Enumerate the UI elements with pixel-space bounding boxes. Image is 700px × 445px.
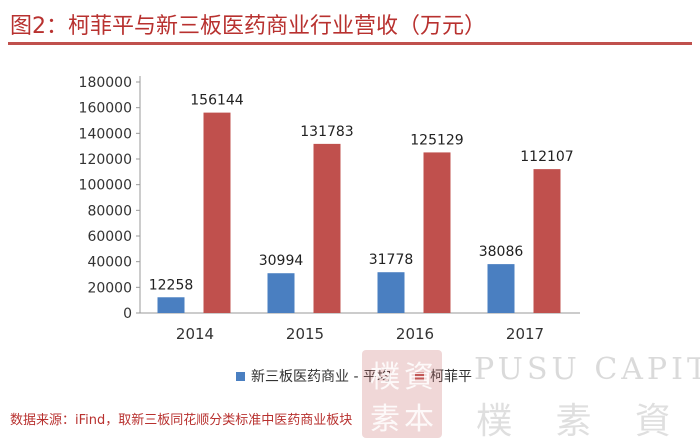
data-source-note: 数据来源：iFind，取新三板同花顺分类标准中医药商业板块 [10, 413, 353, 428]
bar-kefeiping [533, 169, 561, 313]
data-label: 112107 [520, 149, 573, 165]
bar-industry-average [267, 273, 295, 313]
legend-label: 新三板医药商业 - 平均 [251, 369, 391, 385]
y-tick-label: 160000 [79, 101, 132, 117]
x-tick-label: 2015 [286, 325, 324, 343]
watermark-stamp-logo: 樸 資 素 本 [362, 350, 442, 438]
legend-label: 柯菲平 [429, 369, 472, 385]
watermark-text-en: PUSU CAPITAL [474, 352, 700, 387]
y-tick-label: 60000 [87, 229, 132, 245]
data-label: 125129 [410, 132, 463, 148]
legend-swatch-blue [236, 371, 245, 381]
y-tick-label: 40000 [87, 255, 132, 271]
y-tick-label: 20000 [87, 280, 132, 296]
bar-kefeiping [313, 143, 341, 313]
data-label: 156144 [190, 93, 244, 109]
bar-industry-average [487, 264, 515, 313]
y-tick-label: 180000 [79, 75, 132, 91]
x-tick-label: 2014 [176, 325, 214, 343]
y-tick-label: 120000 [79, 152, 132, 168]
data-label: 131783 [300, 124, 353, 140]
data-label: 38086 [479, 244, 524, 260]
chart-legend: 新三板医药商业 - 平均 柯菲平 [236, 366, 472, 386]
chart-title: 图2：柯菲平与新三板医药商业行业营收（万元） [10, 14, 486, 39]
legend-item-series-2: 柯菲平 [414, 366, 472, 386]
watermark-text-cn: 樸 素 資 本 [476, 401, 700, 442]
y-tick-label: 0 [123, 306, 132, 322]
y-tick-label: 80000 [87, 203, 132, 219]
y-tick-label: 140000 [79, 126, 132, 142]
data-label: 30994 [259, 253, 304, 269]
legend-item-series-1: 新三板医药商业 - 平均 [236, 366, 391, 386]
bar-kefeiping [423, 152, 451, 313]
x-tick-label: 2016 [396, 325, 434, 343]
title-divider [8, 42, 692, 45]
data-label: 31778 [369, 252, 414, 268]
bar-industry-average [377, 272, 405, 313]
y-tick-label: 100000 [79, 178, 132, 194]
bar-industry-average [157, 297, 185, 313]
data-label: 12258 [149, 277, 194, 293]
legend-swatch-red [414, 371, 424, 381]
bar-kefeiping [203, 112, 231, 313]
x-tick-label: 2017 [506, 325, 544, 343]
